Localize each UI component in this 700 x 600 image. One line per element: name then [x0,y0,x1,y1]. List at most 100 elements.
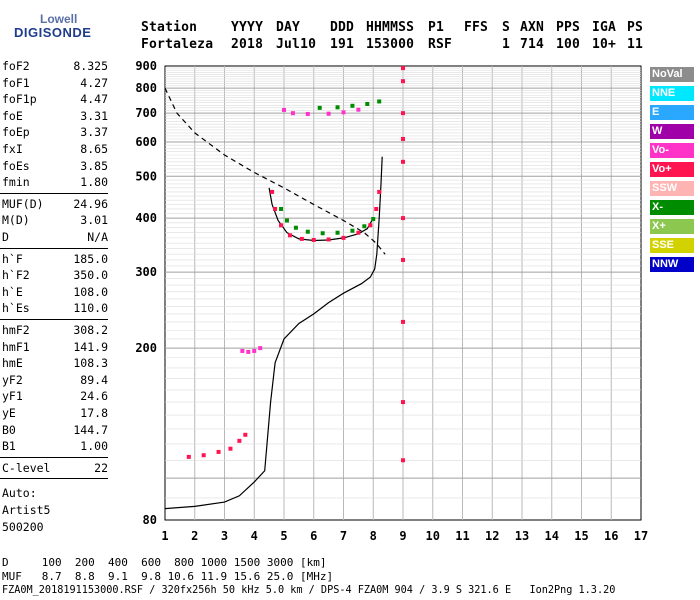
echo-point [377,99,382,104]
param-value: 8.65 [80,142,108,156]
x-tick-label: 6 [310,529,317,543]
curve-solid [164,156,383,510]
y-tick-label: 900 [135,59,157,73]
param-key: fmin [2,175,30,190]
param-divider [0,478,108,480]
echo-point [350,103,355,108]
y-tick-label: 80 [143,513,157,527]
param-row: foEp 3.37 [2,125,108,141]
echo-point [284,218,289,223]
header-label-11: PS [627,20,644,35]
header-value-3: 191 [330,37,355,52]
header-value-11: 11 [627,37,644,52]
logo-digisonde: DIGISONDE [14,25,92,40]
param-value: 22 [94,460,108,475]
x-tick-label: 1 [161,529,168,543]
param-value: 89.4 [80,372,108,387]
echo-point [401,458,405,463]
param-row: hmE 108.3 [2,356,108,372]
param-row: hmF2 308.2 [2,323,108,339]
legend-x-: X+ [650,219,694,234]
echo-point [401,159,405,164]
echo-point [252,348,257,353]
param-row: hmF1 141.9 [2,340,108,356]
param-key: foF1p [2,92,37,107]
x-tick-label: 5 [280,529,287,543]
param-key: fxI [2,142,23,156]
param-value: 8.325 [73,59,108,73]
echo-point [270,189,275,194]
param-key: h`E [2,284,23,299]
header-label-4: HHMMSS [366,20,415,35]
legend-e: E [650,105,694,120]
param-value: 141.9 [73,339,108,354]
echo-point [365,101,370,106]
legend-nnw: NNW [650,257,694,272]
param-key: foF2 [2,59,30,73]
param-key: h`F2 [2,268,30,283]
y-tick-label: 400 [135,211,157,225]
x-tick-label: 10 [426,529,440,543]
autoscale-line: Artist5 [2,503,51,517]
echo-point [258,346,263,351]
header-value-10: 10+ [592,37,617,52]
param-row: foF1 4.27 [2,76,108,92]
y-tick-label: 500 [135,169,157,183]
autoscale-line: 500200 [2,519,44,534]
echo-point [216,449,221,454]
header-value-1: 2018 [231,37,264,52]
param-value: 24.96 [73,196,108,211]
echo-point [279,223,284,228]
param-value: 1.80 [80,175,108,190]
legend-nne: NNE [650,86,694,101]
x-tick-label: 4 [251,529,258,543]
param-divider [0,247,108,249]
legend-w: W [650,124,694,139]
param-value: 3.01 [80,213,108,228]
param-value: 1.00 [80,439,108,454]
footer-file-info: FZA0M_2018191153000.RSF / 320fx256h 50 k… [2,585,616,596]
header-label-5: P1 [428,20,445,35]
echo-point [350,228,355,233]
echo-point [243,432,248,437]
param-row: h`F2 350.0 [2,268,108,284]
param-value: 3.31 [80,108,108,123]
header-value-4: 153000 [366,37,415,52]
echo-point [341,235,346,240]
x-tick-label: 14 [545,529,559,543]
param-key: B0 [2,422,16,437]
param-key: M(D) [2,213,30,228]
header-label-9: PPS [556,20,581,35]
echo-point [401,319,405,324]
echo-point [401,400,405,405]
echo-point [356,107,361,112]
autoscale-line: Auto: [2,486,37,501]
x-tick-label: 7 [340,529,347,543]
param-value: 350.0 [73,268,108,283]
x-tick-label: 2 [191,529,198,543]
echo-point [282,107,286,112]
header-label-8: AXN [520,20,545,35]
param-row: MUF(D) 24.96 [2,197,108,213]
param-key: C-level [2,460,51,475]
param-value: 3.37 [80,125,108,140]
header-label-1: YYYY [231,20,264,35]
legend-vo-: Vo- [650,143,694,158]
param-key: yE [2,406,16,420]
x-tick-label: 15 [574,529,588,543]
param-row: foF2 8.325 [2,59,108,75]
legend-x-: X- [650,200,694,215]
echo-point [240,348,245,353]
param-value: 144.7 [73,422,108,437]
x-tick-label: 9 [399,529,406,543]
param-key: D [2,230,9,244]
param-key: yF2 [2,372,23,387]
echo-point [362,224,367,229]
param-value: 108.0 [73,284,108,299]
echo-point [290,111,295,116]
param-key: B1 [2,439,16,454]
echo-point [293,225,298,230]
param-row: B0 144.7 [2,423,108,439]
param-value: 17.8 [80,406,108,420]
